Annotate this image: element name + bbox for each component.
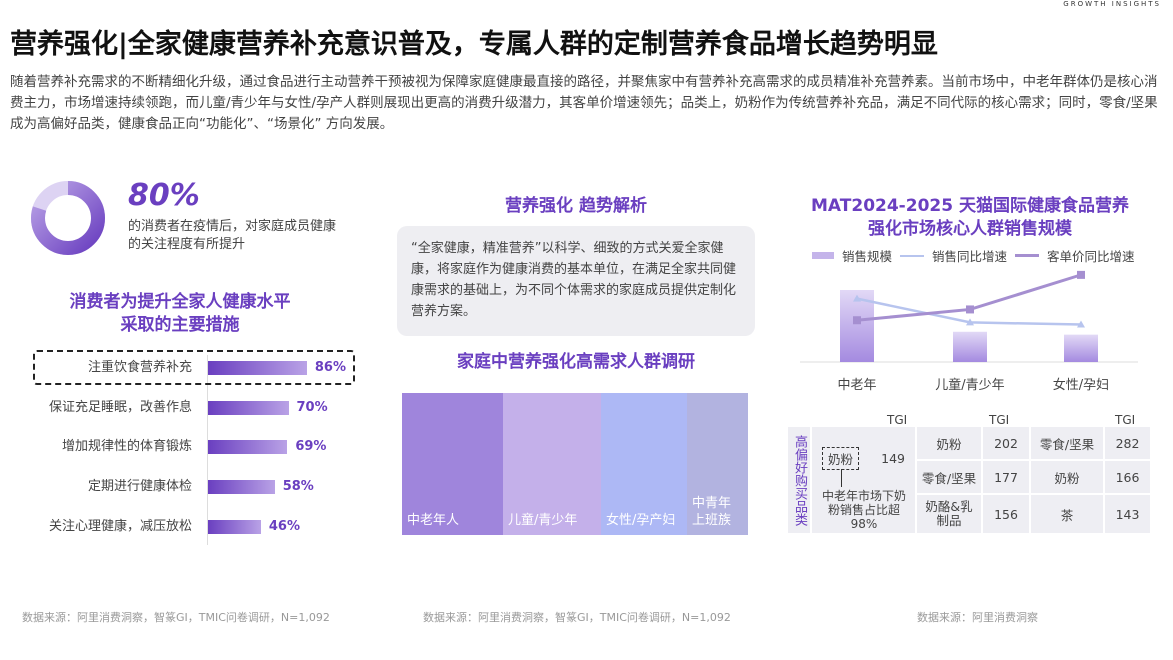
stat-value: 80%	[128, 178, 200, 213]
tgi-cell: 202	[983, 427, 1029, 459]
legend-label: 销售同比增速	[932, 249, 1008, 264]
sales-bar	[953, 331, 987, 362]
right-chart-title-line2: 强化市场核心人群销售规模	[868, 219, 1072, 239]
bar-value-label: 69%	[295, 439, 327, 454]
right-source: 数据来源：阿里消费洞察	[917, 611, 1038, 624]
bar-axis	[207, 355, 208, 545]
bar-row: 增加规律性的体育锻炼 69%	[0, 437, 380, 457]
category-cell: 零食/坚果	[1031, 427, 1103, 459]
tgi-cell: 143	[1105, 495, 1150, 533]
highlight-item: 奶粉	[822, 447, 860, 470]
trend-title: 营养强化 趋势解析	[505, 196, 647, 216]
sales-growth-point	[853, 294, 861, 302]
side-label: 高偏好购买品类	[788, 427, 810, 533]
page-title: 营养强化|全家健康营养补充意识普及，专属人群的定制营养食品增长趋势明显	[10, 29, 938, 60]
price-growth-point	[966, 305, 974, 314]
highlight-box	[33, 350, 355, 385]
bar-row: 保证充足睡眠，改善作息 70%	[0, 398, 380, 418]
legend-label: 客单价同比增速	[1047, 249, 1135, 264]
block-label: 儿童/青少年	[508, 513, 578, 528]
legend: 销售规模 销售同比增速 客单价同比增速	[812, 246, 1135, 265]
bar-label: 关注心理健康，减压放松	[48, 519, 192, 534]
left-chart-title-line1: 消费者为提升全家人健康水平	[69, 292, 291, 312]
left-chart-title-line2: 采取的主要措施	[120, 315, 240, 335]
legend-line-swatch	[900, 254, 925, 257]
price-growth-point	[853, 316, 861, 325]
bar-value-label: 58%	[282, 479, 314, 494]
block-label: 中青年上班族	[692, 496, 732, 528]
sales-growth-point	[966, 318, 974, 326]
stat-description: 的消费者在疫情后，对家庭成员健康的关注程度有所提升	[128, 219, 337, 252]
bar-value-label: 70%	[296, 400, 328, 415]
x-tick-label: 女性/孕妇	[1053, 377, 1109, 393]
left-source: 数据来源：阿里消费洞察，智篆GI，TMIC问卷调研，N=1,092	[22, 611, 330, 624]
bar-value-label: 46%	[268, 519, 301, 534]
elderly-group: 奶粉 149 中老年市场下奶粉销售占比超98%	[812, 427, 915, 533]
bar	[208, 361, 307, 375]
connector-line	[841, 469, 842, 487]
tgi-cell: 156	[983, 495, 1029, 533]
x-tick-label: 中老年	[837, 378, 876, 393]
bar-row: 定期进行健康体检 58%	[0, 477, 380, 497]
block-workers: 中青年上班族	[687, 393, 748, 535]
block-women: 女性/孕产妇	[601, 393, 687, 535]
bar	[208, 440, 288, 454]
bar-label: 保证充足睡眠，改善作息	[48, 400, 192, 415]
bar-row: 关注心理健康，减压放松 46%	[0, 517, 380, 537]
bar-label: 定期进行健康体检	[87, 479, 192, 494]
bar	[208, 480, 275, 494]
tgi-cell: 166	[1105, 461, 1150, 493]
trend-text: “全家健康，精准营养”以科学、细致的方式关爱全家健康，将家庭作为健康消费的基本单…	[397, 226, 755, 336]
tgi-header: TGI	[1115, 413, 1136, 427]
legend-label: 销售规模	[842, 249, 893, 264]
brand-logo: GROWTH INSIGHTS	[1063, 0, 1161, 8]
bar-row: 注重饮食营养补充 86%	[0, 358, 380, 378]
tgi-header: TGI	[989, 413, 1010, 427]
tgi-cell: 177	[983, 461, 1029, 493]
middle-source: 数据来源：阿里消费洞察，智篆GI，TMIC问卷调研，N=1,092	[423, 611, 731, 624]
bar	[208, 401, 289, 415]
intro-paragraph: 随着营养补充需求的不断精细化升级，通过食品进行主动营养干预被视为保障家庭健康最直…	[10, 74, 1158, 132]
tgi-cell: 282	[1105, 427, 1150, 459]
category-cell: 奶酪&乳制品	[917, 495, 981, 533]
x-tick-label: 儿童/青少年	[935, 377, 1004, 393]
right-chart-title-line1: MAT2024-2025 天猫国际健康食品营养	[811, 196, 1129, 216]
sales-combo-chart: 中老年 儿童/青少年 女性/孕妇	[800, 270, 1138, 393]
category-cell: 奶粉	[917, 427, 981, 459]
sales-bar	[1064, 334, 1098, 362]
block-children: 儿童/青少年	[503, 393, 601, 535]
survey-blocks: 中老年人 儿童/青少年 女性/孕产妇 中青年上班族	[402, 393, 748, 535]
bar-value-label: 86%	[314, 360, 347, 375]
category-cell: 奶粉	[1031, 461, 1103, 493]
tgi-value: 149	[881, 451, 905, 466]
elderly-note: 中老年市场下奶粉销售占比超98%	[821, 489, 906, 531]
block-elderly: 中老年人	[402, 393, 503, 535]
price-growth-point	[1077, 270, 1085, 279]
donut-chart	[31, 181, 105, 255]
block-label: 中老年人	[407, 513, 460, 528]
bar-label: 注重饮食营养补充	[87, 360, 192, 375]
bar-label: 增加规律性的体育锻炼	[61, 439, 192, 454]
bar	[208, 520, 261, 534]
legend-bar-swatch	[812, 252, 834, 259]
donut-value-arc	[31, 181, 105, 255]
legend-line-swatch	[1015, 254, 1040, 257]
block-label: 女性/孕产妇	[606, 513, 676, 528]
tgi-header: TGI	[887, 413, 908, 427]
survey-title: 家庭中营养强化高需求人群调研	[457, 352, 695, 372]
sales-growth-point	[1077, 320, 1085, 328]
category-cell: 零食/坚果	[917, 461, 981, 493]
tgi-table: 高偏好购买品类 奶粉 149 中老年市场下奶粉销售占比超98% 奶粉 202 零食…	[786, 425, 1152, 535]
category-cell: 茶	[1031, 495, 1103, 533]
